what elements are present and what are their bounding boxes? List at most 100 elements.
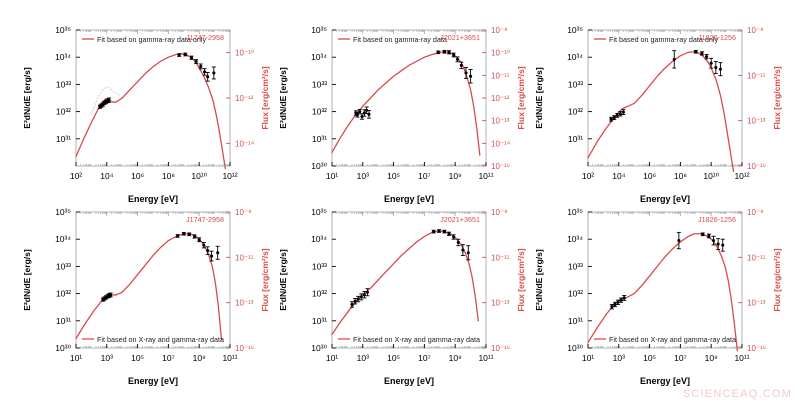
data-points [100, 231, 220, 302]
y2-tick-label: 10⁻¹⁴ [235, 139, 255, 148]
panel-4: 10¹ 10³ 10⁵ 10⁷ 10⁹ 10¹¹ 10³⁰ 10³¹ 10³² 10³³ 10³⁴ 1… [18, 200, 274, 388]
legend-label: Fit based on gamma-ray data [353, 35, 447, 44]
x-tick-label: 10⁷ [418, 353, 431, 363]
y2-axis-title: Flux [erg/cm²/s] [516, 66, 526, 129]
y2-tick-label: 10⁻¹¹ [747, 253, 766, 262]
x-axis-ticks: 10² 10⁴ 10⁶ 10⁸ 10¹⁰ 10¹² [582, 30, 750, 181]
plot-panel-3: 10² 10⁴ 10⁶ 10⁸ 10¹⁰ 10¹² 10³¹ 10³² 10³³ 10³⁴ 10³⁵… [534, 25, 782, 204]
y-tick-label: 10³⁵ [311, 207, 327, 217]
y2-tick-label: 10⁻¹¹ [747, 71, 766, 80]
legend-label: Fit based on X-ray and gamma-ray data [353, 335, 480, 344]
y-tick-label: 10³¹ [56, 134, 71, 144]
y-tick-label: 10³⁰ [567, 343, 583, 353]
y-tick-label: 10³¹ [312, 134, 327, 144]
x-axis-ticks: 10¹ 10³ 10⁵ 10⁷ 10⁹ 10¹¹ [326, 212, 494, 363]
x-axis-title: Energy [eV] [128, 376, 178, 386]
x-axis-ticks: 10¹ 10³ 10⁵ 10⁷ 10⁹ 10¹¹ [582, 212, 750, 363]
y2-tick-label: 10⁻⁹ [747, 208, 764, 217]
y-tick-label: 10³⁵ [311, 25, 327, 35]
x-tick-label: 10⁴ [612, 171, 625, 181]
minor-ticks [336, 212, 486, 348]
minor-ticks [592, 30, 742, 166]
legend-label: Fit based on gamma-ray data only [97, 35, 206, 44]
x-tick-label: 10¹ [70, 353, 82, 363]
y-axis-ticks: 10³⁰ 10³¹ 10³² 10³³ 10³⁴ 10³⁵ [311, 207, 336, 353]
y2-tick-label: 10⁻¹⁰ [235, 49, 254, 58]
y-tick-label: 10³⁰ [311, 161, 327, 171]
y-tick-label: 10³⁵ [567, 207, 583, 217]
y2-axis-ticks: 10⁻¹⁵ 10⁻¹⁴ 10⁻¹³ 10⁻¹² 10⁻¹¹ 10⁻¹⁰ 10⁻⁹ [482, 26, 511, 171]
y-tick-label: 10³³ [312, 79, 327, 89]
series-model-uncertainty-band [90, 86, 120, 115]
x-tick-label: 10¹¹ [222, 353, 237, 363]
y-axis-title: E²dN/dE [erg/s] [22, 249, 32, 311]
x-tick-label: 10⁹ [449, 353, 462, 363]
y-tick-label: 10³² [56, 107, 71, 117]
x-tick-label: 10¹² [734, 171, 749, 181]
x-tick-label: 10⁷ [162, 353, 175, 363]
y2-tick-label: 10⁻¹³ [491, 299, 510, 308]
x-tick-label: 10¹¹ [734, 353, 749, 363]
plot-frame [331, 29, 487, 167]
y-axis-title: E²dN/dE [erg/s] [534, 249, 544, 311]
y2-tick-label: 10⁻¹¹ [491, 71, 510, 80]
plot-frame [331, 211, 487, 349]
source-label: J2021+3651 [440, 215, 480, 224]
y-tick-label: 10³⁰ [55, 343, 71, 353]
plot-panel-6: 10¹ 10³ 10⁵ 10⁷ 10⁹ 10¹¹10³⁰10³¹10³²10³³10³⁴1… [534, 207, 782, 386]
source-label: J1826-1256 [698, 215, 736, 224]
x-tick-label: 10¹⁰ [191, 171, 207, 181]
x-tick-label: 10⁹ [449, 171, 462, 181]
x-tick-label: 10³ [101, 353, 113, 363]
y2-tick-label: 10⁻¹³ [747, 299, 766, 308]
minor-ticks [80, 30, 230, 166]
watermark: SCIENCEAQ.COM [682, 388, 792, 400]
y2-tick-label: 10⁻¹⁴ [491, 139, 511, 148]
data-points [353, 49, 473, 120]
y-tick-label: 10³³ [312, 261, 327, 271]
x-tick-label: 10⁵ [643, 353, 656, 363]
x-axis-title: Energy [eV] [128, 194, 178, 204]
y2-axis-title: Flux [erg/cm²/s] [772, 66, 782, 129]
y2-axis-ticks: 10⁻¹⁵ 10⁻¹³ 10⁻¹¹ 10⁻⁹ [738, 208, 766, 353]
y-tick-label: 10³¹ [568, 316, 583, 326]
y2-tick-label: 10⁻¹⁵ [747, 162, 766, 171]
x-tick-label: 10⁴ [100, 171, 113, 181]
y2-axis-title: Flux [erg/cm²/s] [516, 248, 526, 311]
series-model-fit [75, 53, 227, 170]
y-axis-ticks: 10³⁰ 10³¹ 10³² 10³³ 10³⁴ 10³⁵ [311, 25, 336, 171]
y-tick-label: 10³¹ [312, 316, 327, 326]
y2-tick-label: 10⁻¹⁵ [235, 344, 254, 353]
y2-tick-label: 10⁻¹⁵ [491, 344, 510, 353]
y-axis-title: E²dN/dE [erg/s] [278, 67, 288, 129]
y2-tick-label: 10⁻¹² [235, 94, 254, 103]
y-tick-label: 10³⁴ [311, 234, 327, 244]
data-points [609, 231, 725, 310]
plot-frame [587, 211, 743, 349]
legend-label: Fit based on X-ray and gamma-ray data [97, 335, 224, 344]
y2-tick-label: 10⁻⁹ [747, 26, 764, 35]
series-model-fit [331, 230, 479, 336]
x-axis-title: Energy [eV] [384, 376, 434, 386]
plot-frame [587, 29, 743, 167]
x-tick-label: 10⁹ [193, 353, 206, 363]
y-tick-label: 10³² [568, 107, 583, 117]
y2-axis-title: Flux [erg/cm²/s] [772, 248, 782, 311]
y2-axis-ticks: 10⁻¹⁵ 10⁻¹³ 10⁻¹¹ 10⁻⁹ [738, 26, 766, 171]
y2-tick-label: 10⁻⁹ [235, 208, 252, 217]
plot-panel-1: 10² 10⁴ 10⁶ 10⁸ 10¹⁰ 10¹² 10³¹ 10³² 10³³ 10³⁴ 10³⁵… [22, 25, 270, 204]
y2-axis-title: Flux [erg/cm²/s] [260, 66, 270, 129]
y2-tick-label: 10⁻¹¹ [235, 253, 254, 262]
x-tick-label: 10⁸ [674, 171, 687, 181]
x-tick-label: 10³ [613, 353, 625, 363]
y2-tick-label: 10⁻¹¹ [491, 253, 510, 262]
x-tick-label: 10¹⁰ [703, 171, 719, 181]
minor-ticks [592, 212, 742, 348]
x-axis-title: Energy [eV] [640, 376, 690, 386]
x-tick-label: 10⁷ [674, 353, 687, 363]
x-tick-label: 10⁵ [387, 171, 400, 181]
y2-tick-label: 10⁻¹⁰ [491, 49, 510, 58]
x-tick-label: 10³ [357, 171, 369, 181]
y-tick-label: 10³⁵ [567, 25, 583, 35]
